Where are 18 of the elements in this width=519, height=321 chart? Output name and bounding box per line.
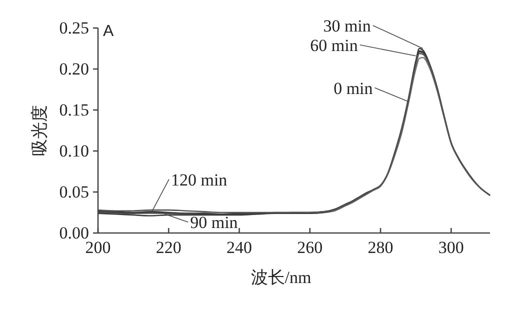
annotation: 120 min bbox=[170, 170, 228, 190]
annotation: 30 min bbox=[323, 16, 372, 36]
y-tick-label: 0.15 bbox=[59, 100, 89, 120]
y-tick-label: 0.25 bbox=[59, 18, 89, 38]
x-tick-label: 260 bbox=[297, 238, 323, 258]
annotation: A bbox=[103, 23, 114, 40]
x-tick-label: 240 bbox=[226, 238, 252, 258]
y-tick-label: 0.05 bbox=[59, 182, 89, 202]
x-tick-label: 300 bbox=[438, 238, 464, 258]
annotation: 60 min bbox=[310, 36, 358, 55]
x-axis-title: 波长/nm bbox=[250, 268, 312, 287]
y-axis-title: 吸光度 bbox=[30, 105, 49, 156]
y-tick-label: 0.20 bbox=[59, 59, 89, 78]
x-tick-label: 280 bbox=[368, 238, 394, 258]
y-tick-label: 0.10 bbox=[59, 141, 89, 160]
annotation: 90 min bbox=[190, 213, 238, 232]
x-tick-label: 220 bbox=[156, 238, 182, 258]
annotation: 0 min bbox=[334, 78, 374, 98]
